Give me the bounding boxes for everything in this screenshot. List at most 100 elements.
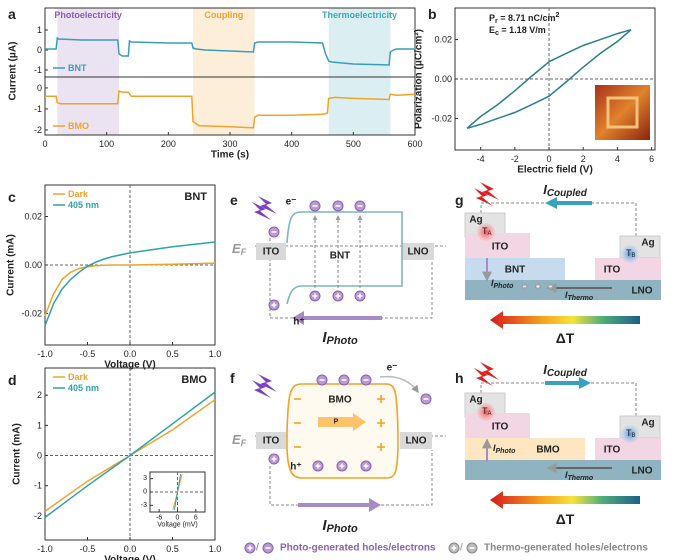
afm-pattern (606, 96, 639, 129)
series-line (173, 474, 182, 510)
panel-label: h (455, 370, 464, 386)
y-tick-label: 0.00 (24, 260, 42, 270)
y-tick-label: -2 (34, 125, 42, 135)
y-axis-label: Current (μA) (8, 42, 19, 101)
use (338, 374, 350, 386)
label: Ag (469, 215, 482, 226)
tspan: Photo (494, 283, 515, 290)
label: ΔT (556, 511, 575, 527)
annotation-part: = 1.18 V/m (499, 25, 546, 35)
annotation-part: = 8.71 nC/cm (498, 13, 556, 23)
legend-label: 405 nm (68, 383, 99, 393)
tspan: I (322, 517, 327, 534)
fermi-label: EF (232, 241, 247, 258)
series-line (44, 262, 216, 317)
x-tick-label: 500 (346, 139, 361, 149)
tspan: F (241, 247, 247, 257)
panel-label: a (8, 6, 16, 22)
y-tick-label: 1 (37, 420, 42, 430)
polygon (490, 311, 640, 329)
polygon (369, 498, 381, 512)
label: h⁺ (293, 317, 304, 328)
label: IPhoto (493, 443, 516, 455)
label: TB (626, 248, 636, 259)
circle (477, 223, 495, 241)
polygon (258, 196, 277, 214)
use (448, 542, 460, 554)
x-tick-label: -1.0 (37, 349, 53, 359)
circle (621, 425, 639, 443)
tspan: I (493, 443, 496, 453)
use (268, 299, 280, 311)
legend-text: Photo-generated holes/electrons (280, 543, 436, 554)
use (336, 460, 348, 472)
region-label: Coupling (204, 10, 243, 20)
series-line (466, 28, 632, 129)
y-tick-label: 1 (37, 25, 42, 35)
legend-label: Dark (68, 189, 89, 199)
path (286, 211, 403, 305)
tspan: Thermo (568, 475, 594, 482)
label: Ag (469, 395, 482, 406)
label: ITO (604, 445, 621, 456)
label: LNO (405, 436, 426, 447)
polygon (258, 374, 277, 392)
current-label: ICoupled (543, 362, 588, 379)
tspan: I (543, 182, 547, 197)
tspan: A (488, 411, 492, 417)
use (354, 200, 366, 212)
tspan: I (322, 329, 327, 346)
x-tick-label: 0.5 (166, 544, 179, 554)
tspan: Photo (327, 335, 358, 347)
chart-label: BMO (181, 374, 207, 386)
region-label: Photoelectricity (54, 10, 122, 20)
use (354, 290, 366, 302)
polygon (480, 362, 499, 380)
series-line (45, 36, 415, 66)
circle (477, 403, 495, 421)
x-axis-label: Electric field (V) (517, 165, 593, 176)
label: LNO (407, 247, 428, 258)
panel-label: b (428, 6, 437, 22)
x-tick-label: 400 (284, 139, 299, 149)
polygon (545, 197, 557, 209)
polygon (474, 368, 493, 386)
tspan: T (482, 226, 488, 236)
series-line (466, 29, 632, 130)
use (262, 542, 274, 554)
tspan: I (565, 470, 568, 480)
tspan: T (626, 248, 632, 258)
rect (465, 460, 661, 480)
legend-label: BNT (68, 63, 87, 73)
annotation-part: P (489, 13, 495, 23)
label: ITO (263, 247, 280, 258)
g (294, 395, 385, 451)
current-label: IPhoto (322, 329, 358, 348)
region (57, 8, 119, 135)
bottom-legend: / Photo-generated holes/electrons / Ther… (244, 542, 648, 554)
x-tick-label: 6 (194, 515, 198, 522)
diagram-f: ITO LNO BMO P e⁻ h⁺ EF IPhoto (232, 363, 446, 535)
annotation: Ec = 1.18 V/m (489, 25, 546, 37)
use (332, 290, 344, 302)
use (360, 460, 372, 472)
series-line (45, 90, 416, 129)
use (420, 393, 432, 405)
label: BMO (536, 445, 560, 456)
label: ITO (604, 265, 621, 276)
label: IPhoto (491, 278, 514, 290)
y-tick-label: -2 (34, 511, 42, 521)
rect (465, 280, 661, 300)
x-tick-label: 0.0 (124, 544, 137, 554)
y-tick-label: 0 (37, 83, 42, 93)
label: BNT (330, 251, 351, 262)
polygon (252, 380, 271, 398)
y-axis-label: Current (mA) (6, 234, 17, 296)
legend-label: Dark (68, 372, 89, 382)
tspan: I (565, 290, 568, 300)
panel-label: d (8, 372, 17, 388)
annotation-part: E (489, 25, 495, 35)
panel-label: g (455, 192, 464, 208)
use (309, 200, 321, 212)
